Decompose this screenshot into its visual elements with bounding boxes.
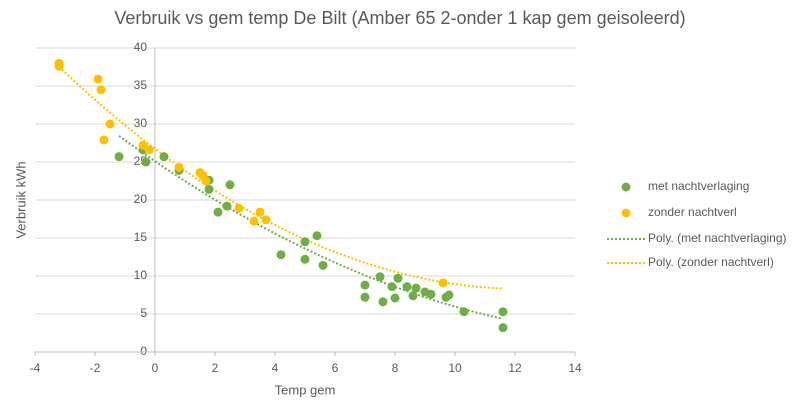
y-tick-label: 40 bbox=[134, 40, 148, 54]
x-tick-label: 8 bbox=[392, 361, 399, 375]
legend-label: met nachtverlaging bbox=[648, 179, 749, 193]
y-tick-label: 0 bbox=[140, 344, 147, 358]
point bbox=[141, 157, 151, 167]
y-axis-title: Verbruik kWh bbox=[13, 161, 28, 238]
point bbox=[438, 278, 448, 288]
point bbox=[387, 282, 397, 292]
point bbox=[426, 289, 436, 299]
trendline bbox=[118, 135, 504, 320]
x-tick-label: 12 bbox=[508, 361, 522, 375]
point bbox=[114, 152, 124, 162]
trendline bbox=[58, 65, 504, 290]
y-tick-label: 20 bbox=[134, 192, 148, 206]
x-tick-label: -4 bbox=[30, 361, 41, 375]
y-tick-label: 15 bbox=[134, 230, 148, 244]
point bbox=[276, 250, 286, 260]
point bbox=[402, 282, 412, 292]
point bbox=[444, 290, 454, 300]
x-tick-label: 4 bbox=[272, 361, 279, 375]
point bbox=[360, 280, 370, 290]
legend-marker bbox=[621, 182, 631, 192]
point bbox=[375, 272, 385, 282]
point bbox=[99, 135, 109, 145]
x-tick-label: 6 bbox=[332, 361, 339, 375]
point bbox=[459, 307, 469, 317]
chart-title: Verbruik vs gem temp De Bilt (Amber 65 2… bbox=[114, 8, 685, 28]
legend-marker bbox=[621, 208, 631, 218]
point bbox=[144, 145, 154, 155]
x-tick-label: 14 bbox=[568, 361, 582, 375]
point bbox=[54, 61, 64, 71]
legend-label: Poly. (zonder nachtverl) bbox=[648, 255, 774, 269]
point bbox=[213, 207, 223, 217]
point bbox=[201, 176, 211, 186]
x-tick-label: -2 bbox=[90, 361, 101, 375]
x-tick-label: 10 bbox=[448, 361, 462, 375]
y-tick-label: 10 bbox=[134, 268, 148, 282]
point bbox=[234, 203, 244, 213]
point bbox=[159, 152, 169, 162]
legend-label: zonder nachtverl bbox=[648, 205, 737, 219]
point bbox=[498, 307, 508, 317]
point bbox=[318, 260, 328, 270]
point bbox=[255, 207, 265, 217]
point bbox=[378, 297, 388, 307]
point bbox=[360, 292, 370, 302]
point bbox=[93, 74, 103, 84]
point bbox=[300, 237, 310, 247]
point bbox=[498, 323, 508, 333]
x-tick-label: 0 bbox=[152, 361, 159, 375]
y-tick-label: 5 bbox=[140, 306, 147, 320]
point bbox=[393, 273, 403, 283]
point bbox=[261, 215, 271, 225]
y-tick-label: 35 bbox=[134, 78, 148, 92]
point bbox=[204, 184, 214, 194]
legend-label: Poly. (met nachtverlaging) bbox=[648, 231, 787, 245]
point bbox=[408, 291, 418, 301]
y-tick-label: 30 bbox=[134, 116, 148, 130]
point bbox=[105, 119, 115, 129]
point bbox=[312, 231, 322, 241]
x-tick-label: 2 bbox=[212, 361, 219, 375]
point bbox=[174, 162, 184, 172]
point bbox=[411, 283, 421, 293]
point bbox=[390, 293, 400, 303]
point bbox=[249, 216, 259, 226]
point bbox=[225, 180, 235, 190]
point bbox=[96, 85, 106, 95]
x-axis-title: Temp gem bbox=[275, 382, 336, 397]
point bbox=[222, 201, 232, 211]
point bbox=[300, 254, 310, 264]
